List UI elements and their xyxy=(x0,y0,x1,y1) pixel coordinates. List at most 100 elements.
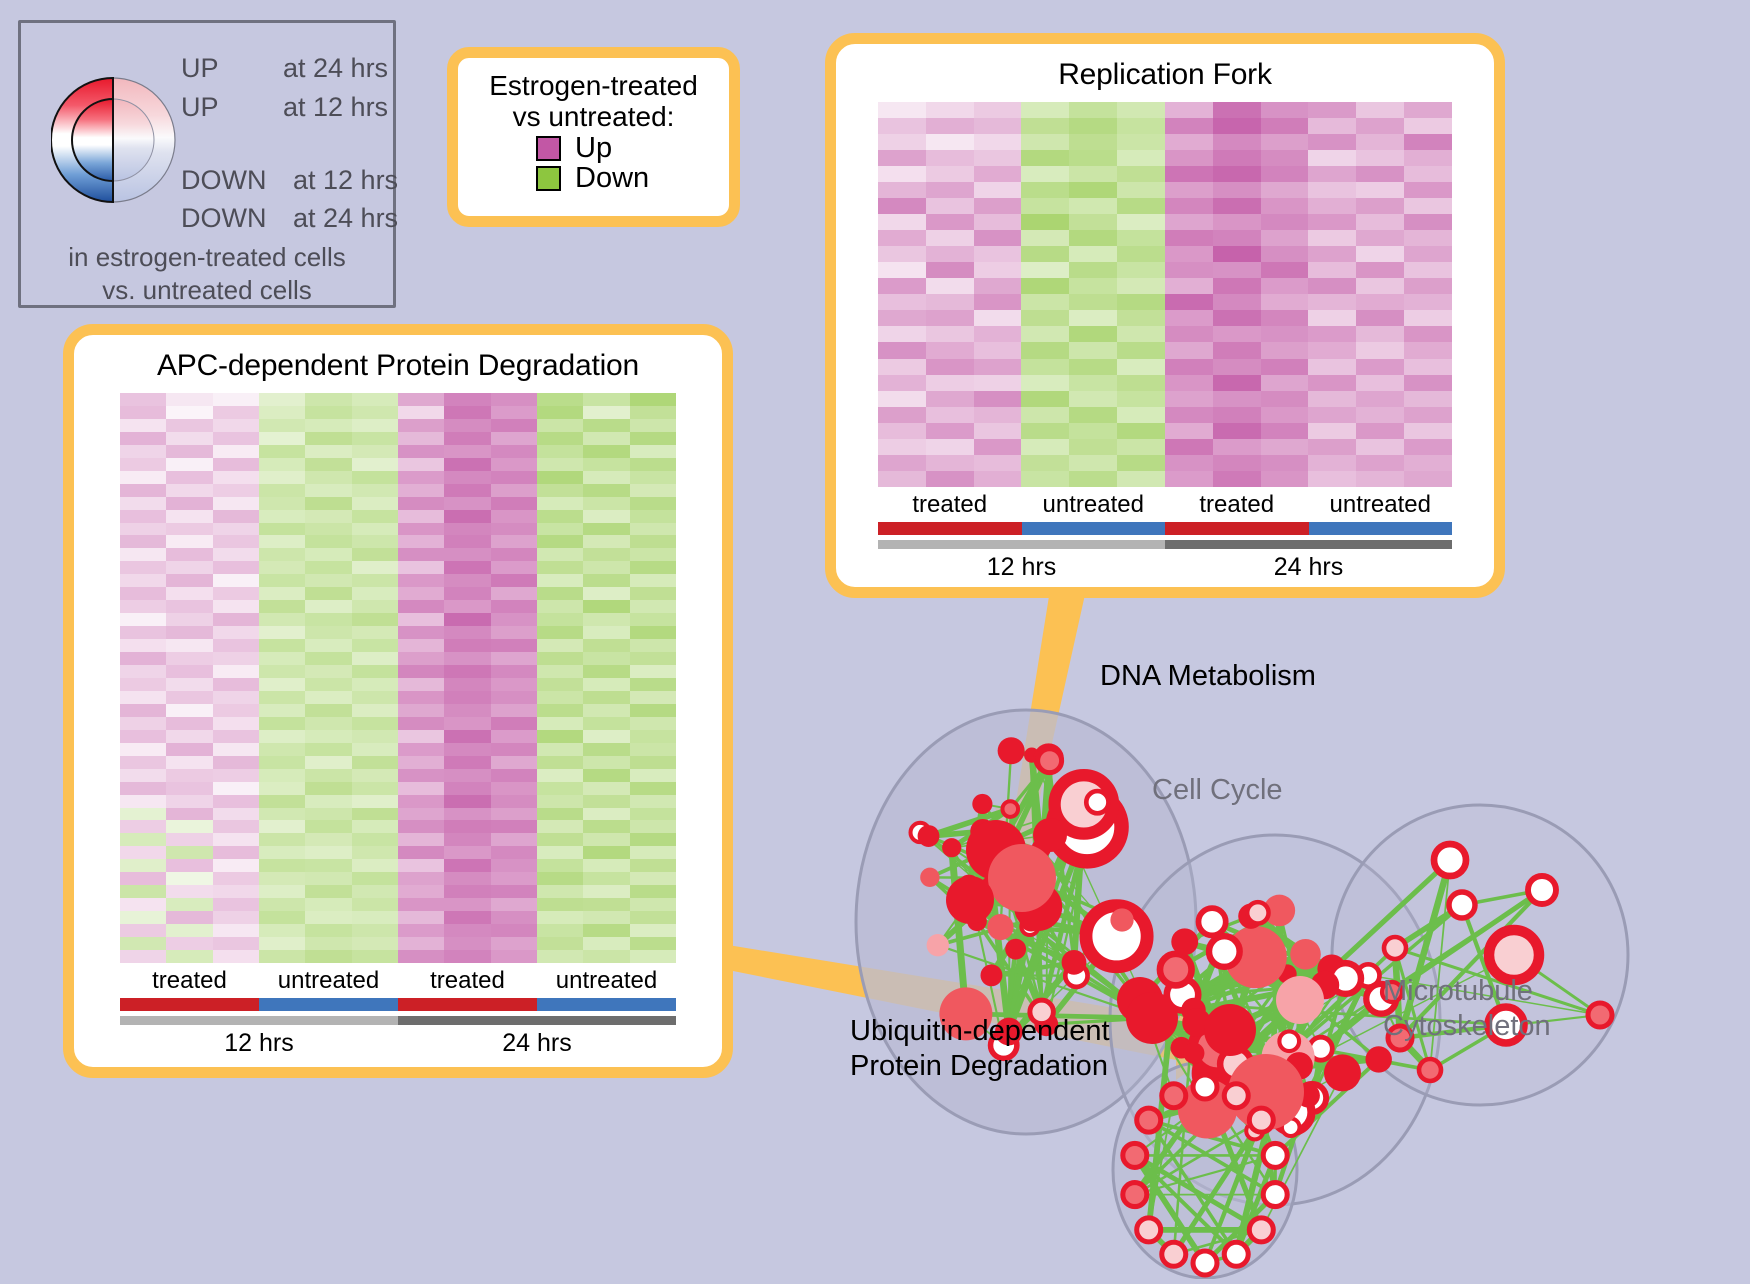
network-node[interactable] xyxy=(1033,818,1067,852)
heatmap-cell xyxy=(1021,102,1069,118)
heatmap-cell xyxy=(213,587,259,600)
heatmap-cell xyxy=(1356,102,1404,118)
network-node[interactable] xyxy=(1276,976,1324,1024)
network-node[interactable] xyxy=(980,964,1002,986)
heatmap-cell xyxy=(305,548,351,561)
heatmap-cell xyxy=(1404,230,1452,246)
heatmap-cell xyxy=(630,691,676,704)
network-node[interactable] xyxy=(1171,928,1198,955)
network-node[interactable] xyxy=(1183,1043,1204,1064)
network-node[interactable] xyxy=(1224,1084,1248,1108)
network-node[interactable] xyxy=(1162,1242,1186,1266)
network-node[interactable] xyxy=(1263,1143,1287,1167)
heatmap-cell xyxy=(1308,326,1356,342)
heatmap-cell xyxy=(974,102,1022,118)
heatmap-cell xyxy=(974,230,1022,246)
heatmap-cell xyxy=(1069,246,1117,262)
heatmap-cell xyxy=(213,574,259,587)
heatmap-cell xyxy=(120,458,166,471)
network-node[interactable] xyxy=(987,914,1013,940)
network-node[interactable] xyxy=(1489,930,1539,980)
heatmap-cell xyxy=(444,406,490,419)
network-node[interactable] xyxy=(1209,936,1240,967)
network-node[interactable] xyxy=(1005,939,1026,960)
network-node-circle xyxy=(1086,791,1108,813)
heatmap-cell xyxy=(259,639,305,652)
network-node[interactable] xyxy=(920,868,939,887)
network-node[interactable] xyxy=(1419,1059,1441,1081)
network-node[interactable] xyxy=(918,825,940,847)
network-node[interactable] xyxy=(1290,939,1321,970)
network-node[interactable] xyxy=(1062,950,1087,975)
heatmap-cell xyxy=(974,310,1022,326)
network-node[interactable] xyxy=(998,737,1025,764)
heatmap-cell xyxy=(878,150,926,166)
network-node[interactable] xyxy=(1198,908,1225,935)
heatmap-cell xyxy=(630,561,676,574)
network-node[interactable] xyxy=(1434,844,1466,876)
heatmap-cell xyxy=(1261,118,1309,134)
network-node[interactable] xyxy=(1110,908,1133,931)
heatmap-cell xyxy=(583,587,629,600)
network-node[interactable] xyxy=(1002,801,1018,817)
heatmap-cell xyxy=(583,808,629,821)
axis-apc-time-bars xyxy=(120,1016,676,1025)
network-node[interactable] xyxy=(1528,876,1556,904)
network-node[interactable] xyxy=(946,876,994,924)
heatmap-cell xyxy=(1356,439,1404,455)
network-node-circle xyxy=(1193,1251,1217,1275)
heatmap-cell xyxy=(444,911,490,924)
network-node[interactable] xyxy=(1365,1046,1391,1072)
network-node[interactable] xyxy=(1324,1054,1361,1091)
heatmap-cell xyxy=(166,808,212,821)
network-node[interactable] xyxy=(1126,992,1178,1044)
heatmap-cell xyxy=(213,833,259,846)
network-node[interactable] xyxy=(1162,1084,1186,1108)
network-node[interactable] xyxy=(1247,902,1268,923)
network-node[interactable] xyxy=(1249,1218,1273,1242)
network-node[interactable] xyxy=(1123,1143,1147,1167)
network-node[interactable] xyxy=(1588,1003,1612,1027)
network-node-circle xyxy=(1249,1108,1273,1132)
heatmap-cell xyxy=(213,820,259,833)
network-node[interactable] xyxy=(1204,1004,1256,1056)
heatmap-cell xyxy=(213,535,259,548)
network-node[interactable] xyxy=(1123,1183,1147,1207)
network-node[interactable] xyxy=(988,844,1056,912)
network-node[interactable] xyxy=(1137,1218,1161,1242)
heatmap-cell xyxy=(352,678,398,691)
heatmap-cell xyxy=(259,600,305,613)
heatmap-cell xyxy=(1021,182,1069,198)
heatmap-cell xyxy=(305,730,351,743)
network-node[interactable] xyxy=(1193,1251,1217,1275)
heatmap-cell xyxy=(1356,198,1404,214)
heatmap-cell xyxy=(537,497,583,510)
heatmap-cell xyxy=(491,743,537,756)
network-node[interactable] xyxy=(942,838,961,857)
network-node[interactable] xyxy=(1249,1108,1273,1132)
network-node[interactable] xyxy=(1263,1183,1287,1207)
group-color-bar xyxy=(537,998,676,1011)
heatmap-cell xyxy=(352,652,398,665)
heatmap-cell xyxy=(1261,439,1309,455)
network-node[interactable] xyxy=(1137,1108,1161,1132)
network-node[interactable] xyxy=(1038,749,1062,773)
network-node[interactable] xyxy=(927,934,949,956)
network-node[interactable] xyxy=(1384,937,1406,959)
heatmap-cell xyxy=(537,769,583,782)
network-node[interactable] xyxy=(972,794,992,814)
network-node[interactable] xyxy=(1193,1075,1217,1099)
heatmap-cell xyxy=(537,393,583,406)
network-node[interactable] xyxy=(1279,1031,1299,1051)
heatmap-cell xyxy=(305,497,351,510)
heatmap-cell xyxy=(120,497,166,510)
network-node[interactable] xyxy=(1086,791,1108,813)
network-node[interactable] xyxy=(1449,892,1475,918)
group-color-bar xyxy=(1022,522,1166,535)
network-node[interactable] xyxy=(1224,1242,1248,1266)
heatmap-cell xyxy=(352,859,398,872)
heatmap-cell xyxy=(583,665,629,678)
heatmap-cell xyxy=(120,523,166,536)
network-node[interactable] xyxy=(1160,954,1192,986)
